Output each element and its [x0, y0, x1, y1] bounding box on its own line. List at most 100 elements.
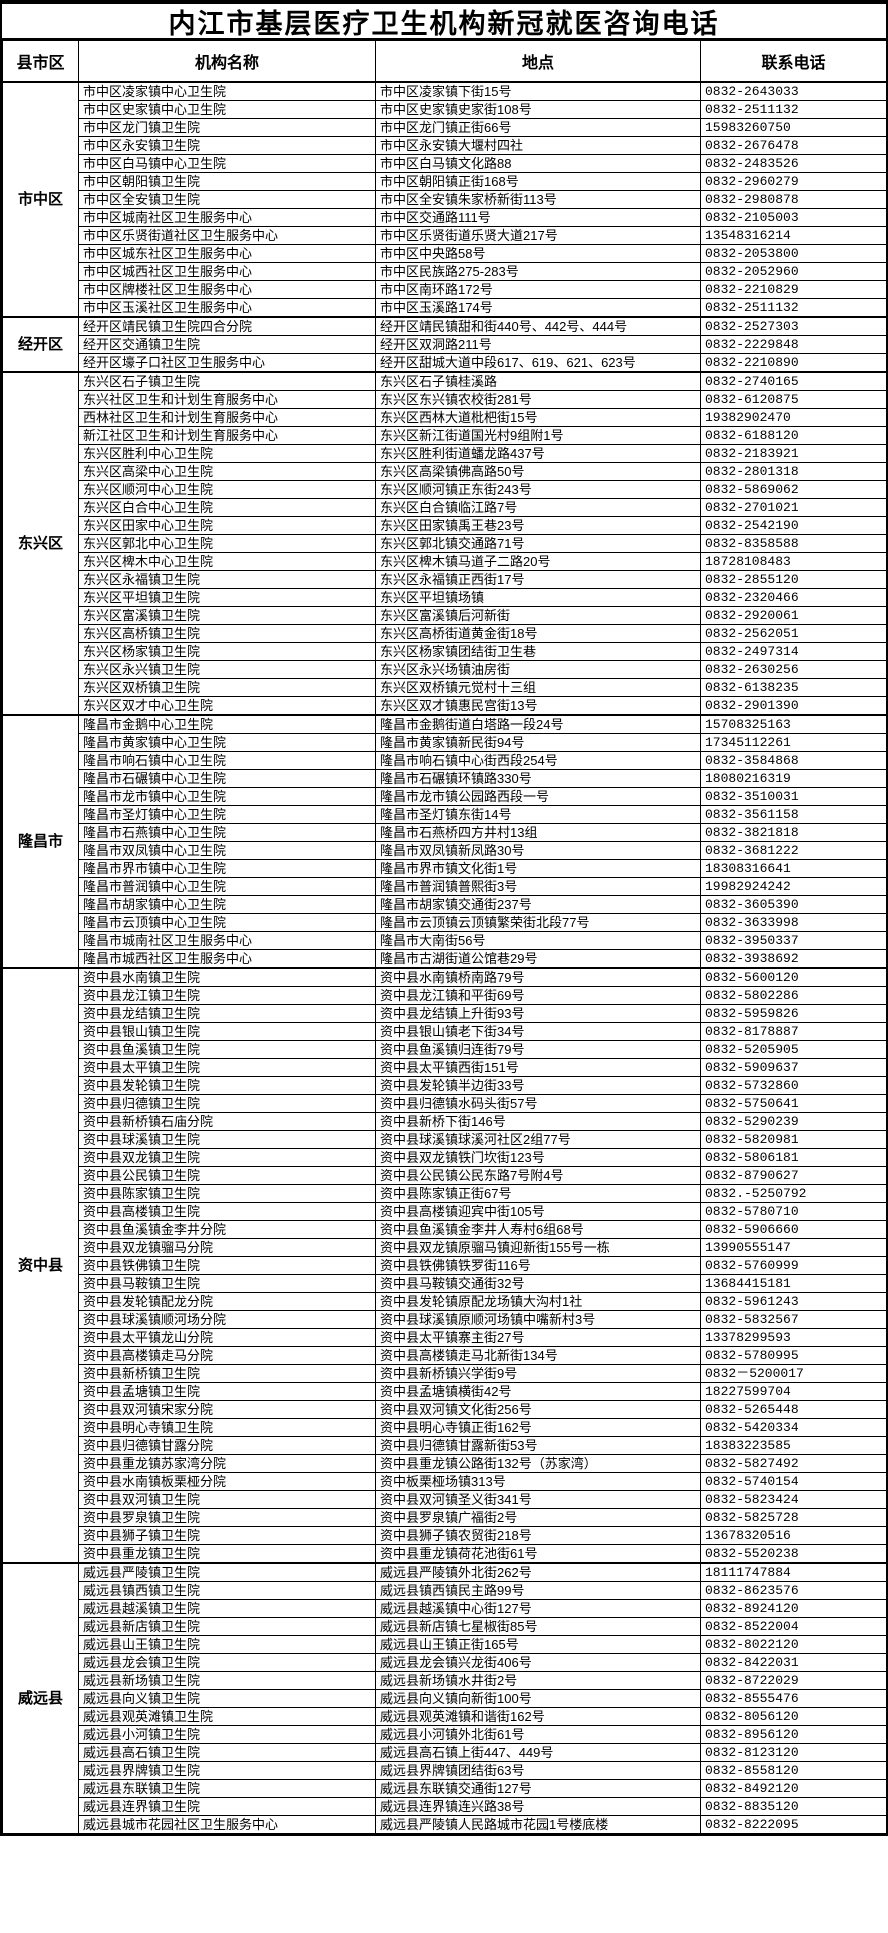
phone-cell: 0832-2701021: [700, 498, 887, 517]
phone-cell: 0832-5909637: [700, 1058, 887, 1077]
table-row: 资中县陈家镇卫生院 资中县陈家镇正街67号 0832.-5250792: [3, 1184, 887, 1203]
phone-cell: 15708325163: [700, 714, 887, 734]
table-row: 资中县狮子镇卫生院 资中县狮子镇农贸街218号 13678320516: [3, 1526, 887, 1545]
table-row: 市中区乐贤街道社区卫生服务中心 市中区乐贤街道乐贤大道217号 1354831621…: [3, 226, 887, 245]
institution-cell: 资中县太平镇卫生院: [78, 1058, 376, 1077]
phone-cell: 18728108483: [700, 552, 887, 571]
table-row: 经开区交通镇卫生院 经开区双洞路211号 0832-2229848: [3, 335, 887, 354]
phone-cell: 0832－5200017: [700, 1364, 887, 1383]
address-cell: 东兴区椑木镇马道子二路20号: [375, 552, 701, 571]
address-cell: 资中县新桥下街146号: [375, 1112, 701, 1131]
table-row: 资中县双龙镇骝马分院 资中县双龙镇原骝马镇迎新街155号一栋 13990555147: [3, 1238, 887, 1257]
institution-cell: 资中县归德镇甘露分院: [78, 1436, 376, 1455]
institution-cell: 隆昌市普润镇中心卫生院: [78, 877, 376, 896]
phone-cell: 0832-5520238: [700, 1544, 887, 1564]
table-row: 资中县球溪镇顺河场分院 资中县球溪镇原顺河场镇中嘴新村3号 0832-5832567: [3, 1310, 887, 1329]
table-row: 西林社区卫生和计划生育服务中心 东兴区西林大道枇杷街15号 19382902470: [3, 408, 887, 427]
address-cell: 威远县龙会镇兴龙街406号: [375, 1653, 701, 1672]
address-cell: 经开区甜城大道中段617、619、621、623号: [375, 353, 701, 373]
address-cell: 东兴区石子镇桂溪路: [375, 371, 701, 391]
phone-cell: 0832-3584868: [700, 751, 887, 770]
phone-cell: 0832-2542190: [700, 516, 887, 535]
phone-cell: 0832-5780995: [700, 1346, 887, 1365]
address-cell: 资中县陈家镇正街67号: [375, 1184, 701, 1203]
institution-cell: 资中县双河镇宋家分院: [78, 1400, 376, 1419]
phone-cell: 0832-3510031: [700, 787, 887, 806]
address-cell: 资中县鱼溪镇金李井人寿村6组68号: [375, 1220, 701, 1239]
phone-cell: 0832-5906660: [700, 1220, 887, 1239]
address-cell: 威远县向义镇向新街100号: [375, 1689, 701, 1708]
phone-cell: 0832-5806181: [700, 1148, 887, 1167]
table-row: 资中县高楼镇卫生院 资中县高楼镇迎宾中街105号 0832-5780710: [3, 1202, 887, 1221]
institution-cell: 威远县新店镇卫生院: [78, 1617, 376, 1636]
table-row: 资中县太平镇卫生院 资中县太平镇西街151号 0832-5909637: [3, 1058, 887, 1077]
document: 内江市基层医疗卫生机构新冠就医咨询电话 县市区 机构名称 地点 联系电话 市中区…: [0, 0, 888, 1836]
address-cell: 威远县高石镇上街447、449号: [375, 1743, 701, 1762]
column-header-phone: 联系电话: [700, 40, 887, 83]
address-cell: 威远县严陵镇外北街262号: [375, 1562, 701, 1582]
phone-cell: 0832-5832567: [700, 1310, 887, 1329]
address-cell: 隆昌市双凤镇新凤路30号: [375, 841, 701, 860]
table-row: 经开区壕子口社区卫生服务中心 经开区甜城大道中段617、619、621、623号 0…: [3, 353, 887, 373]
table-row: 市中区史家镇中心卫生院 市中区史家镇史家街108号 0832-2511132: [3, 100, 887, 119]
phone-cell: 0832-5802286: [700, 986, 887, 1005]
table-row: 资中县明心寺镇卫生院 资中县明心寺镇正街162号 0832-5420334: [3, 1418, 887, 1437]
institution-cell: 资中县鱼溪镇金李井分院: [78, 1220, 376, 1239]
institution-cell: 隆昌市金鹅中心卫生院: [78, 714, 376, 734]
table-row: 隆昌市石燕镇中心卫生院 隆昌市石燕桥四方井村13组 0832-3821818: [3, 823, 887, 842]
phone-cell: 13990555147: [700, 1238, 887, 1257]
phone-cell: 0832-3821818: [700, 823, 887, 842]
address-cell: 资中县新桥镇兴学街9号: [375, 1364, 701, 1383]
phone-cell: 13548316214: [700, 226, 887, 245]
phone-cell: 13684415181: [700, 1274, 887, 1293]
phone-cell: 0832-8555476: [700, 1689, 887, 1708]
institution-cell: 隆昌市城南社区卫生服务中心: [78, 931, 376, 950]
phone-cell: 0832-5750641: [700, 1094, 887, 1113]
phone-cell: 0832-8422031: [700, 1653, 887, 1672]
phone-cell: 0832-2052960: [700, 262, 887, 281]
address-cell: 隆昌市龙市镇公园路西段一号: [375, 787, 701, 806]
institution-cell: 资中县双龙镇骝马分院: [78, 1238, 376, 1257]
institution-cell: 东兴区高梁中心卫生院: [78, 462, 376, 481]
address-cell: 资中县双龙镇铁门坎街123号: [375, 1148, 701, 1167]
address-cell: 资中县发轮镇半边街33号: [375, 1076, 701, 1095]
institution-cell: 资中县发轮镇卫生院: [78, 1076, 376, 1095]
phone-cell: 0832-5825728: [700, 1508, 887, 1527]
institution-cell: 资中县罗泉镇卫生院: [78, 1508, 376, 1527]
address-cell: 资中县罗泉镇广福街2号: [375, 1508, 701, 1527]
address-cell: 东兴区杨家镇团结街卫生巷: [375, 642, 701, 661]
institution-cell: 资中县双河镇卫生院: [78, 1490, 376, 1509]
address-cell: 隆昌市普润镇普熙街3号: [375, 877, 701, 896]
table-row: 隆昌市云顶镇中心卫生院 隆昌市云顶镇云顶镇繁荣街北段77号 0832-3633998: [3, 913, 887, 932]
phone-cell: 0832-2511132: [700, 298, 887, 318]
institution-cell: 威远县连界镇卫生院: [78, 1797, 376, 1816]
institution-cell: 东兴区田家中心卫生院: [78, 516, 376, 535]
institution-cell: 威远县山王镇卫生院: [78, 1635, 376, 1654]
address-cell: 资中县发轮镇原配龙场镇大沟村1社: [375, 1292, 701, 1311]
address-cell: 东兴区平坦镇场镇: [375, 588, 701, 607]
address-cell: 隆昌市大南街56号: [375, 931, 701, 950]
phone-cell: 13678320516: [700, 1526, 887, 1545]
table-row: 东兴区永福镇卫生院 东兴区永福镇正西街17号 0832-2855120: [3, 570, 887, 589]
table-row: 资中县 资中县水南镇卫生院 资中县水南镇桥南路79号 0832-5600120: [2, 967, 887, 1564]
phone-directory-table: 县市区 机构名称 地点 联系电话 市中区 市中区凌家镇中心卫生院 市中区凌家镇下街1…: [2, 40, 887, 1834]
address-cell: 资中县鱼溪镇归连街79号: [375, 1040, 701, 1059]
table-row: 东兴区椑木中心卫生院 东兴区椑木镇马道子二路20号 18728108483: [3, 552, 887, 571]
phone-cell: 0832-2183921: [700, 444, 887, 463]
table-row: 资中县双河镇卫生院 资中县双河镇圣义街341号 0832-5823424: [3, 1490, 887, 1509]
phone-cell: 0832-8123120: [700, 1743, 887, 1762]
phone-cell: 0832-2320466: [700, 588, 887, 607]
table-row: 威远县向义镇卫生院 威远县向义镇向新街100号 0832-8555476: [3, 1689, 887, 1708]
table-row: 东兴区郭北中心卫生院 东兴区郭北镇交通路71号 0832-8358588: [3, 534, 887, 553]
phone-cell: 0832-2740165: [700, 371, 887, 391]
table-row: 隆昌市 隆昌市金鹅中心卫生院 隆昌市金鹅街道白塔路一段24号 15708325163: [2, 714, 887, 969]
address-cell: 威远县界牌镇团结街63号: [375, 1761, 701, 1780]
institution-cell: 西林社区卫生和计划生育服务中心: [78, 408, 376, 427]
table-row: 隆昌市城南社区卫生服务中心 隆昌市大南街56号 0832-3950337: [3, 931, 887, 950]
phone-cell: 0832-2801318: [700, 462, 887, 481]
phone-cell: 0832-5600120: [700, 967, 887, 987]
address-cell: 威远县小河镇外北街61号: [375, 1725, 701, 1744]
address-cell: 隆昌市黄家镇新民街94号: [375, 733, 701, 752]
table-row: 威远县 威远县严陵镇卫生院 威远县严陵镇外北街262号 18111747884: [2, 1562, 887, 1834]
address-cell: 资中县狮子镇农贸街218号: [375, 1526, 701, 1545]
